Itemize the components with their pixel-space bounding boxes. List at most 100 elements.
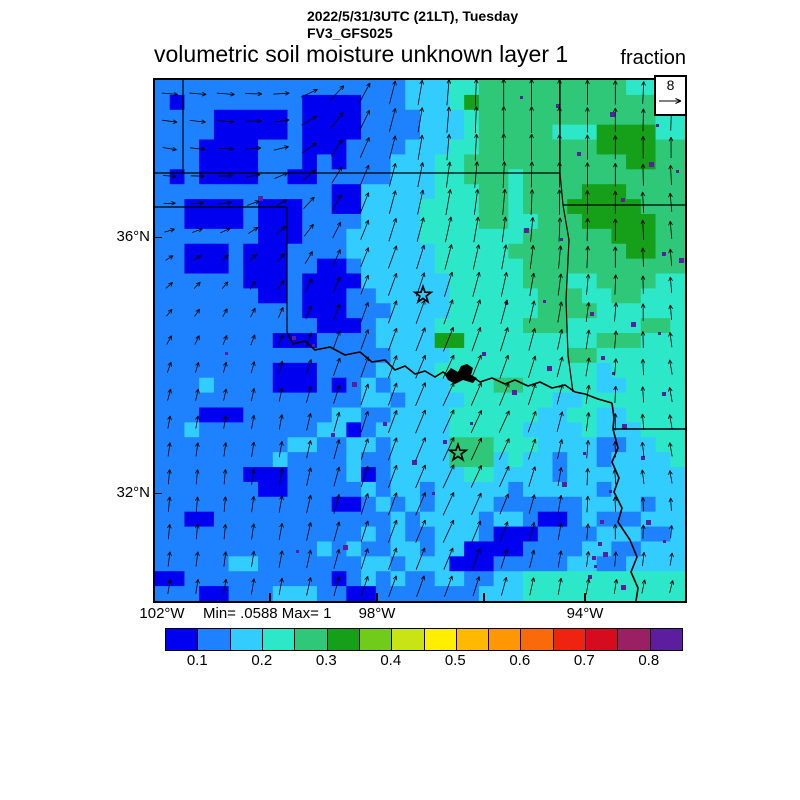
grid-cell	[523, 243, 539, 260]
grid-cell	[537, 437, 554, 453]
grid-cell	[420, 273, 436, 289]
wind-arrow	[470, 465, 482, 488]
grid-cell	[287, 586, 303, 601]
grid-cell	[596, 124, 612, 141]
wind-arrow	[216, 91, 235, 97]
wind-arrow	[194, 523, 200, 540]
wind-arrow	[360, 329, 369, 350]
grid-cell	[626, 80, 642, 96]
grid-cell	[405, 154, 421, 170]
grid-cell	[523, 288, 539, 304]
grid-cell	[213, 184, 230, 200]
grid-cell	[184, 109, 200, 126]
grid-cell	[596, 571, 612, 587]
grid-cell	[626, 407, 642, 423]
wind-arrow	[613, 107, 618, 132]
water-speck	[296, 550, 299, 553]
wind-arrow	[223, 578, 228, 595]
wind-arrow	[278, 360, 284, 374]
grid-cell	[346, 258, 362, 275]
grid-cell	[390, 481, 406, 498]
grid-cell	[361, 333, 377, 349]
grid-cell	[405, 199, 421, 215]
grid-cell	[493, 213, 509, 230]
wind-arrow	[166, 335, 173, 345]
grid-cell	[478, 273, 495, 289]
wind-arrow	[195, 361, 200, 373]
grid-cell	[302, 511, 318, 528]
grid-cell	[169, 80, 186, 96]
grid-cell	[390, 407, 406, 423]
wind-arrow	[613, 302, 619, 322]
grid-cell	[493, 169, 509, 185]
grid-cell	[199, 362, 215, 379]
grid-cell	[199, 109, 215, 126]
wind-arrow	[641, 551, 646, 567]
wind-arrow	[641, 81, 646, 104]
grid-cell	[375, 169, 392, 185]
grid-cell	[302, 94, 318, 111]
grid-cell	[316, 467, 333, 483]
grid-cell	[184, 213, 200, 230]
grid-cell	[272, 511, 289, 528]
grid-cell	[405, 318, 421, 334]
grid-cell	[449, 228, 465, 245]
wind-arrow	[640, 331, 646, 348]
grid-cell	[184, 467, 200, 483]
wind-arrow	[194, 335, 200, 345]
grid-cell	[258, 213, 274, 230]
grid-cell	[316, 169, 333, 185]
wind-arrow	[278, 550, 284, 568]
grid-cell	[361, 154, 377, 170]
grid-cell	[346, 571, 362, 587]
wind-arrow	[585, 384, 591, 404]
grid-cell	[611, 347, 627, 364]
water-speck	[577, 152, 581, 156]
wind-arrow	[501, 80, 506, 106]
grid-cell	[420, 511, 436, 528]
grid-cell	[478, 526, 495, 543]
grid-cell	[272, 288, 289, 304]
grid-cell	[670, 184, 685, 200]
grid-cell	[478, 213, 495, 230]
grid-cell	[405, 481, 421, 498]
grid-cell	[405, 526, 421, 543]
grid-cell	[626, 199, 642, 215]
grid-cell	[523, 467, 539, 483]
grid-cell	[655, 496, 671, 513]
grid-cell	[228, 80, 244, 96]
grid-cell	[640, 422, 657, 438]
grid-cell	[508, 496, 524, 513]
wind-arrow	[306, 549, 312, 569]
wind-arrow	[306, 577, 312, 596]
grid-cell	[405, 124, 421, 141]
grid-cell	[420, 407, 436, 423]
grid-cell	[390, 154, 406, 170]
grid-cell	[199, 586, 215, 601]
grid-cell	[199, 333, 215, 349]
grid-cell	[523, 571, 539, 587]
grid-cell	[537, 496, 554, 513]
grid-cell	[331, 556, 347, 572]
grid-cell	[390, 333, 406, 349]
grid-cell	[537, 303, 554, 319]
grid-cell	[184, 586, 200, 601]
wind-arrow	[417, 162, 425, 188]
grid-cell	[537, 288, 554, 304]
water-speck	[331, 433, 335, 437]
grid-cell	[449, 526, 465, 543]
grid-cell	[228, 288, 244, 304]
wind-arrow	[165, 282, 174, 289]
grid-cell	[213, 228, 230, 245]
grid-cell	[405, 392, 421, 409]
grid-cell	[316, 243, 333, 260]
wind-arrow	[442, 436, 455, 461]
grid-cell	[626, 496, 642, 513]
grid-cell	[361, 199, 377, 215]
grid-cell	[449, 258, 465, 275]
grid-cell	[626, 422, 642, 438]
grid-cell	[287, 437, 303, 453]
model-name-text: FV3_GFS025	[307, 25, 393, 41]
grid-cell	[228, 422, 244, 438]
wind-vectors-layer	[161, 80, 675, 597]
